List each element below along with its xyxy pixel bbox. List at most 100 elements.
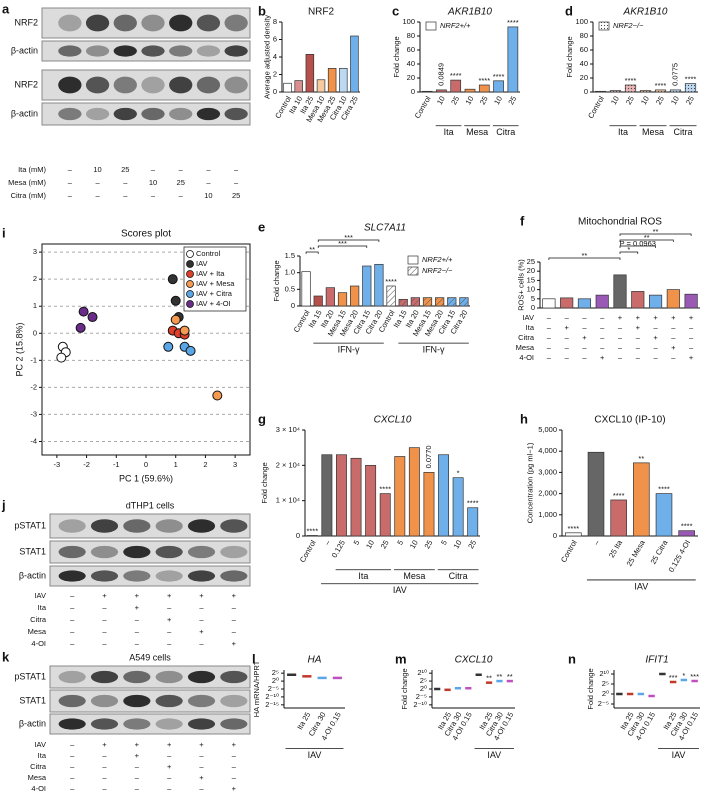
condition-cell: – [671,323,676,332]
condition-cell: – [618,333,623,342]
condition-cell: – [199,615,204,624]
condition-cell: + [232,591,237,600]
legend-marker [186,290,194,298]
comparison-label: ** [309,245,315,254]
blot-row-label: pSTAT1 [14,520,46,530]
group-label: Ita [358,571,368,581]
y-tick-label: 2 [33,274,37,283]
y-tick-label: 20 [580,73,588,82]
condition-cell: + [135,603,140,612]
annotation: ** [486,674,492,683]
chart-title: Mitochondrial ROS [578,217,662,228]
condition-cell: – [565,353,570,362]
condition-cell: – [70,591,75,600]
x-tick-label: – [322,538,332,547]
condition-cell: – [636,353,641,362]
condition-cell: – [653,353,658,362]
bar [452,477,464,537]
x-tick-label: 0.125 [330,538,347,559]
bar [678,530,695,537]
condition-cell: – [232,615,237,624]
condition-cell: – [582,353,587,362]
y-tick-label: 2¹⁰ [417,668,427,677]
condition-cell: – [102,603,107,612]
group-label: Citra [449,571,468,581]
blot-title: A549 cells [129,652,171,662]
condition-label: 4-OI [31,784,46,793]
point [78,306,89,317]
x-tick-label: 5 [439,538,449,546]
annotation: *** [669,673,678,682]
legend-swatch [407,255,419,265]
condition-cell: – [102,627,107,636]
annotation: *** [690,672,699,681]
condition-cell: – [199,762,204,771]
y-tick-label: 2⁵ [272,668,279,677]
legend-label: IAV + Ita [196,269,225,278]
x-tick-label: 10 [463,94,475,106]
condition-cell: + [167,740,172,749]
annotation: **** [507,18,519,27]
comparison-bracket [619,233,692,236]
comparison-bracket [619,245,656,248]
chart-title: SLC7A11 [364,223,406,234]
bar [666,289,680,309]
condition-label: Citra (mM) [11,191,47,200]
bar [587,451,605,537]
condition-label: Citra [30,615,47,624]
y-tick-label: 0 [273,87,277,96]
y-tick-label: 5,000 [538,425,557,434]
blot-row-label: STAT1 [19,695,46,705]
condition-cell: – [582,313,587,322]
band [141,45,165,57]
y-tick-label: 0 [584,87,588,96]
condition-label: Mesa (mM) [8,178,46,187]
annotation: ** [497,672,503,681]
condition-cell: + [600,353,605,362]
band [187,694,216,708]
comparison-label: P = 0.0963 [620,239,656,248]
x-tick-label: 25 Mesa [625,538,648,568]
point [56,352,67,363]
annotation: **** [567,524,579,533]
bar [684,293,698,309]
condition-cell: – [167,627,172,636]
condition-label: 4-OI [31,639,46,648]
annotation: **** [613,491,625,500]
bar-pattern [423,297,432,306]
bar-pattern [447,297,457,306]
condition-cell: – [206,165,211,174]
point [170,314,181,325]
condition-cell: – [102,639,107,648]
chart-title: CXCL10 [374,415,412,426]
condition-cell: – [618,353,623,362]
legend-marker [186,250,194,258]
x-tick-label: 25 [506,94,518,106]
y-axis-title: Fold change [272,260,281,301]
condition-cell: – [547,323,552,332]
y-tick-label: 4,000 [538,446,557,455]
condition-cell: + [564,323,569,332]
x-tick-label: 10 [669,94,681,106]
condition-cell: – [600,343,605,352]
annotation: **** [681,522,693,531]
condition-cell: 10 [149,178,157,187]
bar [350,457,362,537]
condition-cell: – [102,762,107,771]
condition-cell: – [232,603,237,612]
annotation: **** [306,526,318,535]
condition-cell: – [135,639,140,648]
bar-pattern [625,85,636,92]
blot-row-label: β-actin [11,45,38,55]
y-tick-label: 2⁰ [602,689,609,698]
group-label: Citra [673,127,692,137]
chart-title: Scores plot [121,229,171,240]
y-tick-label: 60 [580,45,588,54]
band [224,107,248,121]
condition-cell: – [70,615,75,624]
band [196,45,221,57]
y-tick-label: 60 [407,45,415,54]
x-tick-label: 25 [624,94,636,106]
condition-cell: – [179,191,184,200]
band [224,14,248,32]
